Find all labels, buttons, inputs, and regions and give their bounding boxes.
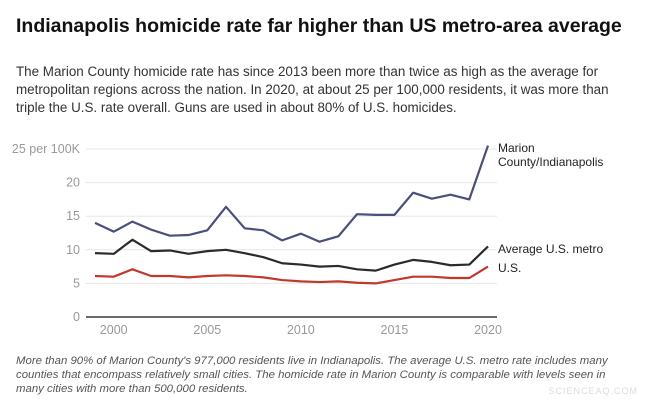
y-tick-label: 0	[73, 310, 80, 324]
x-tick-label: 2010	[287, 323, 315, 337]
series-label: U.S.	[498, 261, 521, 275]
y-tick-label: 20	[66, 176, 80, 190]
chart-title: Indianapolis homicide rate far higher th…	[16, 15, 622, 37]
series-label: County/Indianapolis	[498, 155, 603, 169]
watermark: SCIENCEAQ.COM	[548, 386, 638, 396]
series-label: Marion	[498, 141, 535, 155]
y-tick-label: 5	[73, 276, 80, 290]
x-tick-label: 2005	[193, 323, 221, 337]
x-tick-label: 2020	[474, 323, 502, 337]
y-tick-label: 15	[66, 209, 80, 223]
series-line-1	[94, 238, 489, 272]
series-label: Average U.S. metro	[498, 242, 603, 256]
series-line-2	[94, 265, 489, 285]
series-line-0	[94, 145, 490, 243]
y-tick-label: 25 per 100K	[12, 142, 81, 156]
y-tick-label: 10	[66, 243, 80, 257]
x-tick-label: 2000	[100, 323, 128, 337]
chart-note: More than 90% of Marion County's 977,000…	[16, 355, 608, 395]
x-tick-label: 2015	[381, 323, 409, 337]
chart-subtitle: The Marion County homicide rate has sinc…	[16, 64, 609, 115]
